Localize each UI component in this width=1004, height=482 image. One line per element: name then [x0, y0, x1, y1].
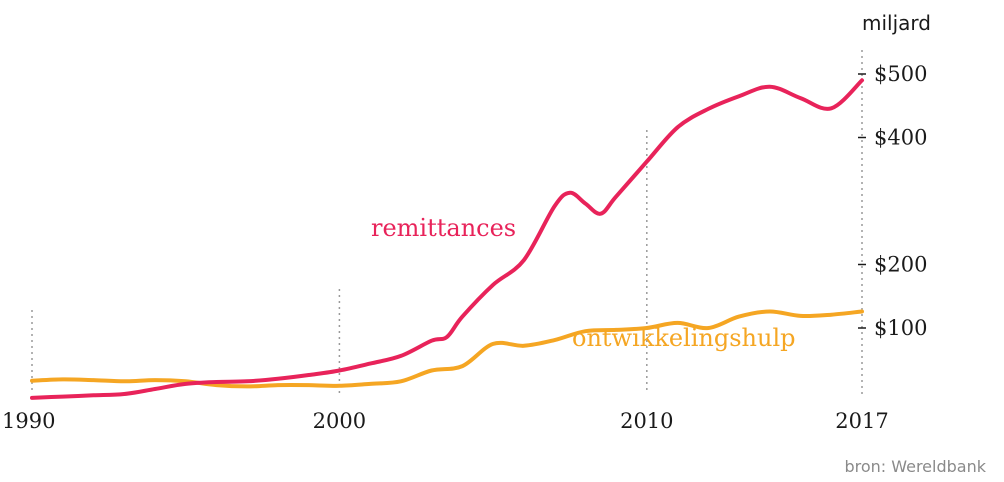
x-tick-label-2017: 2017: [835, 409, 888, 433]
y-unit-label: miljard: [862, 11, 931, 35]
grid-lines: [31, 50, 863, 394]
x-tick-label-2000: 2000: [313, 409, 366, 433]
y-tick-label-200: $200: [874, 253, 927, 277]
source-note: bron: Wereldbank: [844, 457, 986, 476]
series-label-ontwikkelingshulp: ontwikkelingshulp: [572, 324, 796, 352]
series-line-remittances: [30, 78, 864, 400]
series-label-remittances: remittances: [371, 214, 516, 242]
x-tick-label-1990: 1990: [2, 409, 55, 433]
x-tick-label-2010: 2010: [620, 409, 673, 433]
series-lines: [30, 78, 864, 400]
y-tick-label-100: $100: [874, 316, 927, 340]
series-line-ontwikkelingshulp: [30, 309, 864, 389]
y-tick-label-400: $400: [874, 126, 927, 150]
y-tick-label-500: $500: [874, 62, 927, 86]
axes: 1990 2000 2010 2017 $100 $200 $400 $500: [2, 62, 927, 433]
